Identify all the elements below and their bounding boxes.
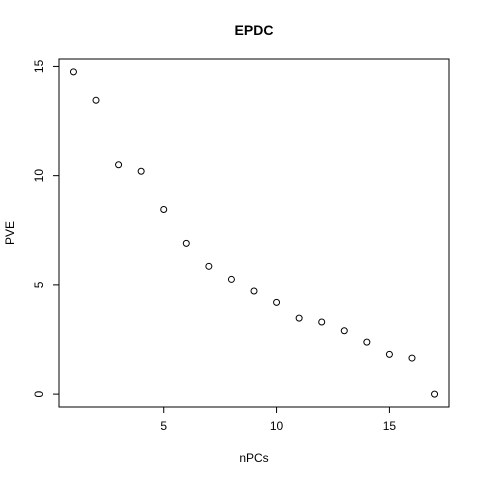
data-point-10 [273, 298, 281, 306]
y-tick-label-15: 15 [32, 59, 46, 73]
data-point-3 [115, 161, 123, 169]
x-axis-label: nPCs [239, 451, 268, 465]
y-axis-label: PVE [3, 221, 17, 245]
data-point-6 [182, 239, 190, 247]
data-point-4 [137, 167, 145, 175]
data-point-15 [385, 350, 393, 358]
data-point-1 [69, 68, 77, 76]
x-tick-label-10: 10 [270, 419, 284, 433]
data-point-14 [363, 338, 371, 346]
data-point-5 [160, 206, 168, 214]
x-axis: 5 10 15 [160, 407, 396, 433]
data-point-2 [92, 96, 100, 104]
data-point-7 [205, 262, 213, 270]
y-tick-label-5: 5 [32, 281, 46, 288]
x-tick-label-5: 5 [160, 419, 167, 433]
plot-area-frame [58, 58, 450, 408]
data-point-11 [295, 314, 303, 322]
data-point-13 [340, 327, 348, 335]
x-tick-label-15: 15 [383, 419, 397, 433]
data-point-8 [227, 275, 235, 283]
data-point-9 [250, 287, 258, 295]
data-point-16 [408, 354, 416, 362]
y-axis: 0 5 10 15 [32, 59, 59, 397]
data-point-17 [431, 390, 439, 398]
data-point-12 [318, 318, 326, 326]
data-points [69, 68, 439, 398]
y-tick-label-10: 10 [32, 169, 46, 183]
chart-title: EPDC [235, 22, 274, 38]
y-tick-label-0: 0 [32, 390, 46, 397]
